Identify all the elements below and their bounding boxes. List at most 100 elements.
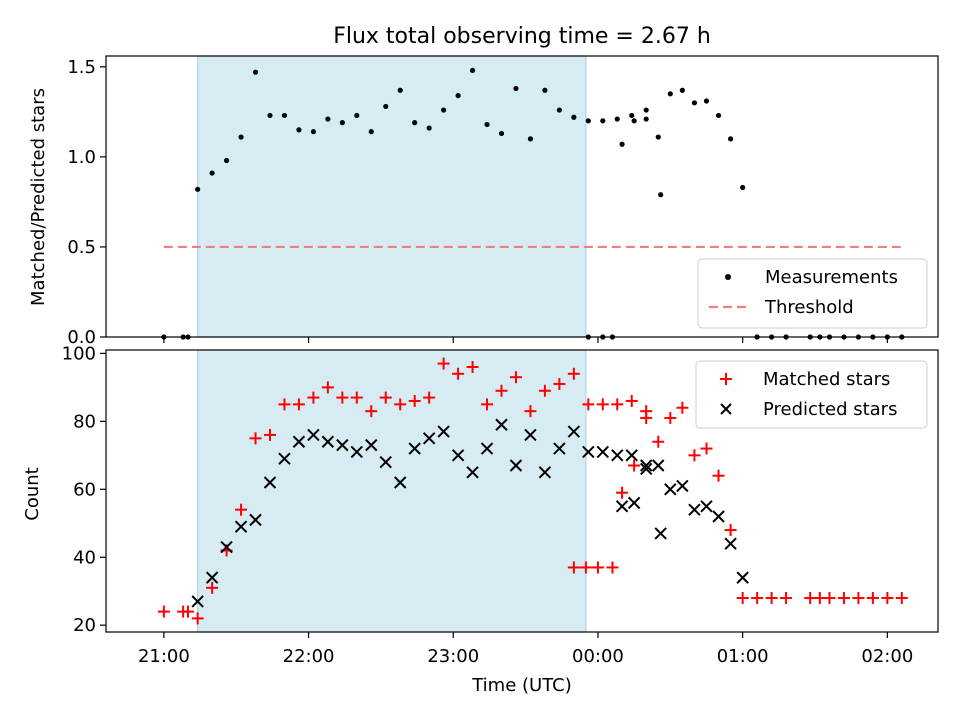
predicted-star-point [278,452,291,465]
measurement-point [223,157,230,164]
legend-matched-marker [720,373,732,385]
predicted-star-point [611,449,624,462]
matched-star-point [365,405,378,418]
top-y-axis-label: Matched/Predicted stars [28,88,49,306]
measurement-point [527,136,534,142]
bottom-panel: 20 40 60 80 100 21:00 22:00 23:00 00:00 01:00 02:… [22,343,939,696]
y-tick-label: 0.0 [67,327,96,348]
predicted-star-point [205,571,219,584]
measurement-point [619,141,625,147]
measurement-point [426,125,432,131]
top-panel: 0.0 0.5 1.0 1.5 Matched/Predicted stars Mea… [28,55,939,348]
x-tick-label: 02:00 [861,646,913,667]
predicted-star-point [220,540,233,554]
predicted-star-point [292,435,306,448]
predicted-star-point [700,500,713,513]
matched-star-point [567,561,580,574]
predicted-star-point [249,513,262,527]
legend-predicted-label: Predicted stars [763,399,897,420]
bottom-y-axis-label: Count [22,467,43,520]
bottom-shaded-region [197,349,587,633]
predicted-star-point [567,425,581,438]
matched-star-point [591,561,604,574]
measurement-point [542,87,548,93]
matched-star-point [249,432,262,445]
matched-star-point [625,394,638,407]
matched-star-point [437,357,450,370]
x-axis-label: Time (UTC) [471,675,572,696]
matched-star-point [509,371,522,384]
matched-star-point [394,398,407,411]
predicted-star-point [524,428,537,442]
measurement-point [571,114,577,120]
predicted-star-point [495,418,508,431]
matched-star-point [895,592,908,605]
measurement-point [667,91,673,97]
measurement-point [209,170,215,176]
measurement-point [679,87,685,93]
matched-star-point [307,391,320,404]
matched-star-point [263,428,276,441]
top-x-ticks [163,337,888,343]
count-points [157,357,908,625]
predicted-star-point [625,449,638,462]
measurement-point [325,116,331,122]
predicted-star-point [422,432,436,445]
measurement-point [498,130,505,137]
predicted-star-point [615,500,629,513]
matched-star-point [780,592,793,605]
matched-star-point [379,391,392,404]
matched-star-point [823,592,836,605]
predicted-star-point [639,462,653,476]
matched-star-point [452,367,465,380]
measurement-point [397,87,403,93]
matched-star-point [321,381,334,394]
predicted-star-point [724,537,737,550]
predicted-star-point [263,476,277,489]
predicted-star-point [379,455,392,469]
predicted-star-point [553,442,566,455]
legend-matched-label: Matched stars [763,369,890,390]
matched-star-point [866,592,879,605]
predicted-star-point [191,595,204,608]
matched-star-point [596,398,609,411]
top-legend: Measurements Threshold [697,258,928,329]
predicted-star-point [480,442,494,455]
matched-star-point [466,360,479,373]
matched-star-point [837,592,850,605]
bottom-legend-box [695,360,928,429]
measurement-point [339,120,345,126]
matched-star-point [652,435,665,448]
measurement-point [441,107,447,113]
predicted-star-point [394,476,407,489]
x-tick-label: 00:00 [572,646,624,667]
matched-star-point [292,398,305,411]
matched-star-point [700,442,713,455]
measurement-points [161,67,905,340]
predicted-star-point [509,459,523,472]
predicted-star-point [627,496,641,510]
predicted-star-point [365,438,378,452]
x-tick-label: 21:00 [138,646,190,667]
measurement-point [267,112,273,119]
measurement-point [600,118,606,124]
matched-star-point [191,612,204,625]
y-tick-label: 100 [62,343,96,364]
chart-title: Flux total observing time = 2.67 h [333,24,711,49]
matched-star-point [423,391,436,404]
measurement-point [252,69,259,75]
bottom-axes-frame [105,349,939,633]
predicted-star-point [336,438,349,452]
measurement-point [614,116,620,122]
predicted-star-point [664,483,677,496]
measurement-point [643,107,649,113]
x-tick-label: 23:00 [427,646,479,667]
predicted-star-point [582,445,595,459]
matched-star-point [628,459,641,472]
matched-star-point [495,384,508,397]
predicted-star-point [350,445,364,459]
top-legend-box [697,258,928,329]
predicted-star-point [321,435,335,448]
measurement-point [310,129,316,135]
